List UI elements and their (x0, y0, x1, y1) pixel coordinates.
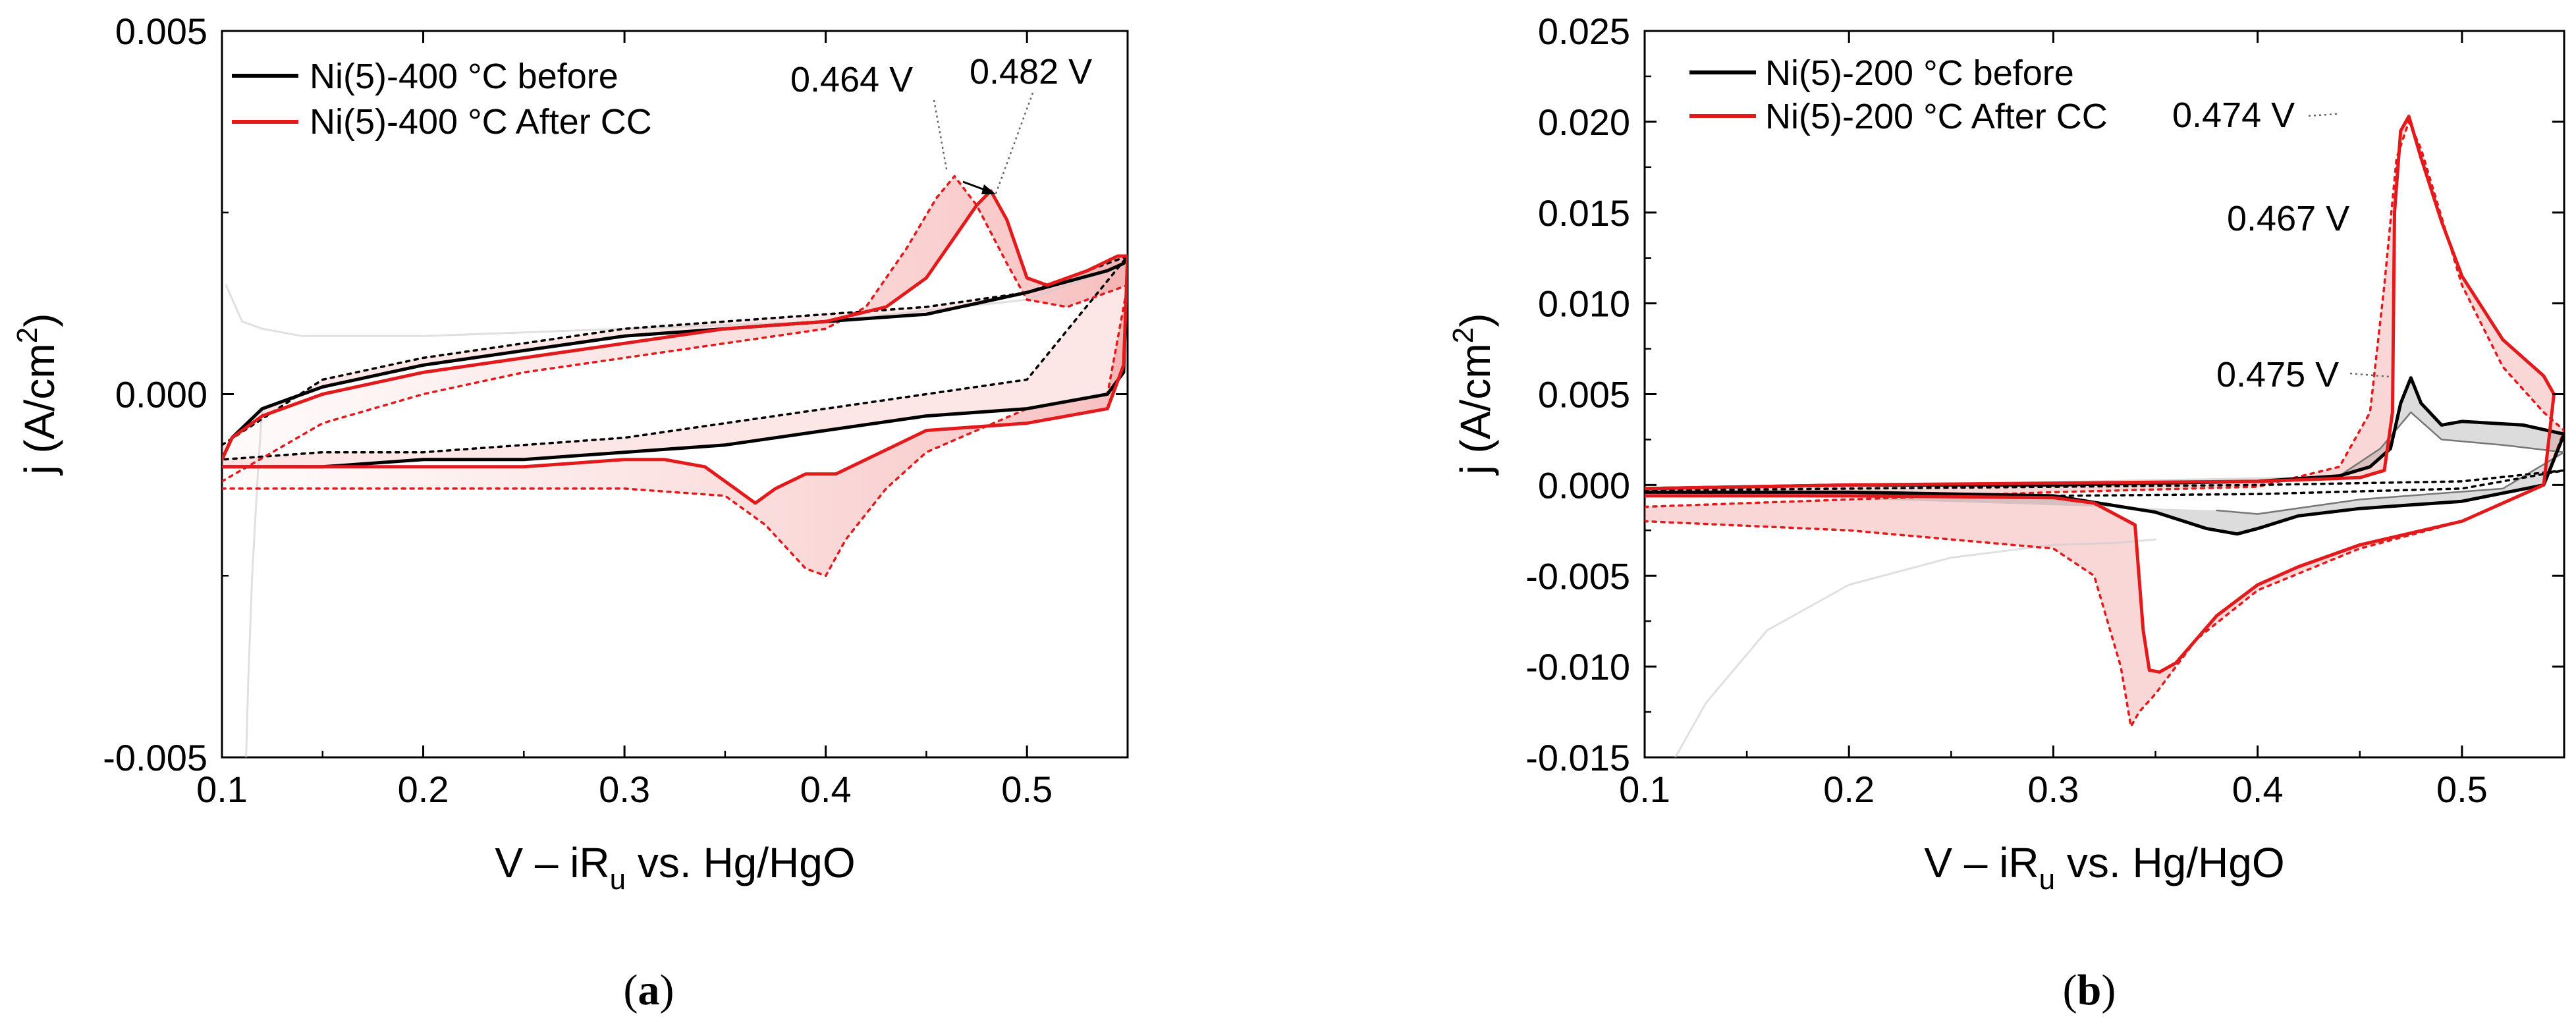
y-axis-label-b: j (A/cm2) (1447, 313, 1499, 476)
x-axis-label-a: V – iRu vs. Hg/HgO (495, 839, 855, 896)
annotations-b: 0.474 V 0.467 V 0.475 V (2172, 95, 2390, 394)
y-axis-label-a: j (A/cm2) (11, 313, 63, 476)
y-tick-label-b: -0.015 (1525, 737, 1630, 778)
cycle-shading-lower-a (222, 256, 1128, 467)
cycle-shading-upper-a (222, 176, 1128, 576)
annotation-leader-0464 (933, 99, 948, 173)
series-line-a-1 (222, 189, 1128, 505)
y-tick-label-b: -0.010 (1525, 646, 1630, 688)
annotation-leader-0474 (2308, 113, 2338, 117)
panel-label-a: (a) (624, 966, 674, 1014)
legend-a: Ni(5)-400 °C before Ni(5)-400 °C After C… (232, 57, 652, 142)
plot-frame-b (1643, 30, 2565, 759)
y-tick-label-a: -0.005 (103, 737, 207, 778)
y-tick-label-b: 0.010 (1538, 283, 1630, 325)
annotation-0482: 0.482 V (970, 52, 1092, 92)
cycle-shading-after-b (1645, 116, 2564, 727)
x-tick-label-a: 0.2 (398, 769, 449, 810)
annotation-0464: 0.464 V (790, 60, 913, 99)
legend-label-after-b: Ni(5)-200 °C After CC (1765, 97, 2108, 136)
y-tick-label-a: 0.005 (115, 11, 207, 52)
annotation-0467: 0.467 V (2227, 199, 2349, 238)
x-tick-label-b: 0.1 (1619, 769, 1670, 810)
series-line-a-5 (245, 408, 263, 757)
y-tick-label-b: 0.020 (1538, 101, 1630, 143)
x-tick-label-a: 0.3 (599, 769, 650, 810)
x-tick-label-a: 0.5 (1001, 769, 1053, 810)
y-tick-label-b: 0.025 (1538, 11, 1630, 52)
legend-label-after-a: Ni(5)-400 °C After CC (310, 102, 652, 142)
annotations-a: 0.464 V 0.482 V (790, 52, 1092, 194)
series-line-b-0 (1645, 376, 2564, 536)
x-axis-label-b: V – iRu vs. Hg/HgO (1924, 839, 2284, 896)
y-tick-label-b: 0.005 (1538, 374, 1630, 416)
series-line-b-2 (1645, 121, 2564, 728)
series-line-b-4 (1674, 538, 2157, 757)
y-tick-label-b: 0.015 (1538, 192, 1630, 234)
x-tick-label-b: 0.2 (1823, 769, 1875, 810)
annotation-0474: 0.474 V (2172, 95, 2295, 135)
legend-label-before-b: Ni(5)-200 °C before (1765, 53, 2074, 93)
annotation-0475: 0.475 V (2216, 355, 2339, 394)
series-line-a-2 (222, 255, 1128, 461)
x-tick-label-b: 0.3 (2028, 769, 2079, 810)
panel-a: 0.1 0.2 0.3 0.4 0.5 -0.005 0.000 0.005 V – iRu … (11, 11, 1129, 1014)
legend-label-before-a: Ni(5)-400 °C before (310, 57, 618, 96)
annotation-arrowhead-a (981, 184, 996, 194)
y-tick-label-a: 0.000 (115, 374, 207, 416)
series-line-a-0 (222, 254, 1128, 469)
y-tick-label-b: -0.005 (1525, 555, 1630, 597)
series-line-b-1 (1645, 115, 2556, 674)
x-tick-label-a: 0.1 (196, 769, 248, 810)
y-tick-label-b: 0.000 (1538, 464, 1630, 506)
panel-label-b: (b) (2063, 966, 2116, 1014)
legend-b: Ni(5)-200 °C before Ni(5)-200 °C After C… (1689, 53, 2108, 136)
annotation-leader-0482 (995, 92, 1034, 194)
x-tick-label-a: 0.4 (800, 769, 852, 810)
panel-b: 0.1 0.2 0.3 0.4 0.5 -0.015 -0.010 -0.005 0.000 0.… (1447, 11, 2565, 1014)
annotation-leader-0475 (2349, 372, 2390, 378)
x-tick-label-b: 0.5 (2436, 769, 2488, 810)
x-tick-label-b: 0.4 (2232, 769, 2284, 810)
